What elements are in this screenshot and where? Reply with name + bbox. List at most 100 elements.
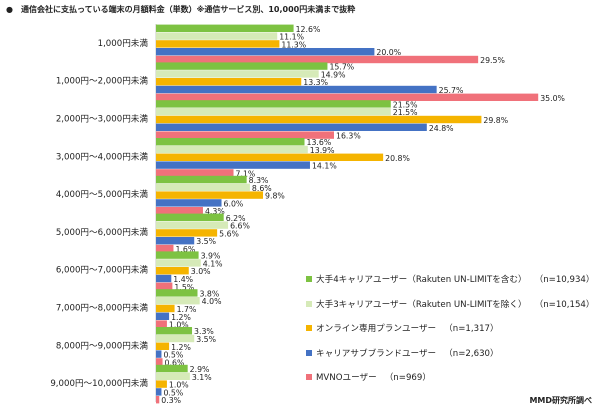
bar bbox=[156, 40, 280, 48]
bar bbox=[156, 327, 193, 335]
bar bbox=[156, 131, 334, 139]
data-label: 1.7% bbox=[177, 305, 197, 314]
bar bbox=[156, 267, 189, 275]
bar bbox=[156, 380, 167, 388]
category-label: 3,000円～4,000円未満 bbox=[56, 150, 149, 162]
data-label: 5.6% bbox=[219, 229, 239, 238]
bar bbox=[156, 153, 384, 161]
data-label: 3.5% bbox=[196, 335, 216, 344]
bar bbox=[156, 85, 437, 94]
legend-swatch bbox=[306, 374, 312, 380]
data-label: 11.1% bbox=[279, 33, 304, 42]
category-label: 4,000円～5,000円未満 bbox=[56, 188, 149, 200]
data-label: 0.5% bbox=[163, 351, 183, 360]
bar bbox=[156, 289, 198, 297]
data-label: 35.0% bbox=[540, 94, 565, 103]
data-label: 0.6% bbox=[165, 358, 185, 367]
data-label: 13.6% bbox=[307, 138, 332, 147]
category-label: 9,000円～10,000円未満 bbox=[50, 377, 148, 389]
bar bbox=[156, 350, 162, 358]
legend-sample-size: （n=10,154） bbox=[534, 299, 595, 310]
category-label: 2,000円～3,000円未満 bbox=[56, 113, 149, 125]
data-label: 1.0% bbox=[169, 321, 189, 330]
bar bbox=[156, 274, 172, 283]
legend-item: オンライン専用プランユーザー （n=1,317） bbox=[306, 321, 595, 335]
data-label: 13.9% bbox=[310, 146, 335, 155]
bar bbox=[156, 358, 163, 366]
data-label: 1.4% bbox=[173, 275, 193, 284]
bar bbox=[156, 320, 167, 328]
data-label: 24.8% bbox=[429, 124, 454, 133]
bar bbox=[156, 169, 234, 177]
legend-sample-size: （n=969） bbox=[384, 373, 431, 383]
bar bbox=[156, 70, 319, 78]
category-label: 5,000円～6,000円未満 bbox=[56, 226, 149, 238]
data-label: 16.3% bbox=[336, 132, 361, 141]
data-label: 0.3% bbox=[161, 396, 181, 405]
bar bbox=[156, 100, 391, 108]
bar bbox=[156, 161, 310, 169]
bar bbox=[156, 108, 391, 116]
data-label: 25.7% bbox=[439, 86, 464, 95]
bar bbox=[156, 237, 195, 245]
data-label: 6.0% bbox=[224, 199, 244, 208]
bar bbox=[156, 364, 188, 373]
data-label: 9.8% bbox=[265, 192, 285, 201]
data-label: 29.5% bbox=[480, 56, 505, 65]
bar bbox=[156, 145, 308, 154]
data-label: 14.1% bbox=[312, 162, 337, 171]
legend-label: オンライン専用プランユーザー bbox=[316, 324, 437, 334]
data-label: 21.5% bbox=[393, 100, 418, 109]
bar bbox=[156, 334, 195, 343]
legend-swatch bbox=[306, 349, 312, 356]
data-label: 1.2% bbox=[171, 313, 191, 322]
data-label: 12.6% bbox=[296, 25, 321, 34]
bar bbox=[156, 78, 302, 86]
data-label: 20.8% bbox=[385, 154, 410, 163]
bar bbox=[156, 62, 328, 70]
data-label: 6.2% bbox=[226, 214, 246, 223]
bar bbox=[156, 32, 278, 40]
bar bbox=[156, 48, 375, 56]
bar bbox=[156, 372, 190, 380]
category-label: 1,000円～2,000円未満 bbox=[56, 75, 149, 87]
bar bbox=[156, 229, 218, 237]
data-label: 13.3% bbox=[303, 78, 328, 87]
legend-sample-size: （n=1,317） bbox=[444, 324, 499, 334]
bar bbox=[156, 312, 170, 320]
data-label: 14.9% bbox=[321, 70, 346, 79]
data-label: 8.6% bbox=[252, 184, 272, 193]
bar bbox=[156, 207, 203, 215]
legend-item: 大手4キャリアユーザー（Rakuten UN-LIMITを含む） （n=10,93… bbox=[306, 272, 595, 286]
data-label: 15.7% bbox=[329, 63, 354, 72]
legend-swatch bbox=[306, 325, 312, 331]
data-label: 1.0% bbox=[169, 381, 189, 390]
chart-title: ● 通信会社に支払っている端末の月額料金（単数）※通信サービス別、10,000円… bbox=[6, 5, 356, 14]
bar bbox=[156, 282, 173, 290]
data-label: 4.3% bbox=[205, 207, 225, 216]
data-label: 3.0% bbox=[191, 267, 211, 276]
bar bbox=[156, 55, 479, 64]
bar bbox=[156, 259, 201, 267]
bar bbox=[156, 24, 294, 32]
bar bbox=[156, 183, 250, 191]
legend: 大手4キャリアユーザー（Rakuten UN-LIMITを含む） （n=10,93… bbox=[306, 272, 595, 395]
bar bbox=[156, 199, 222, 207]
bar bbox=[156, 123, 427, 131]
legend-label: 大手4キャリアユーザー（Rakuten UN-LIMITを含む） bbox=[316, 275, 527, 285]
legend-swatch bbox=[306, 276, 312, 282]
legend-sample-size: （n=2,630） bbox=[444, 348, 499, 359]
data-label: 3.9% bbox=[201, 252, 221, 261]
data-label: 7.1% bbox=[236, 169, 256, 178]
legend-sample-size: （n=10,934） bbox=[534, 275, 595, 285]
bar bbox=[156, 388, 162, 396]
legend-item: MVNOユーザー （n=969） bbox=[306, 370, 595, 384]
bar bbox=[156, 221, 229, 229]
data-label: 2.9% bbox=[190, 365, 210, 374]
legend-label: 大手3キャリアユーザー（Rakuten UN-LIMITを除く） bbox=[316, 299, 527, 310]
data-label: 0.5% bbox=[163, 388, 183, 397]
legend-label: MVNOユーザー bbox=[316, 373, 377, 383]
bar bbox=[156, 213, 224, 221]
data-label: 11.3% bbox=[281, 40, 306, 49]
